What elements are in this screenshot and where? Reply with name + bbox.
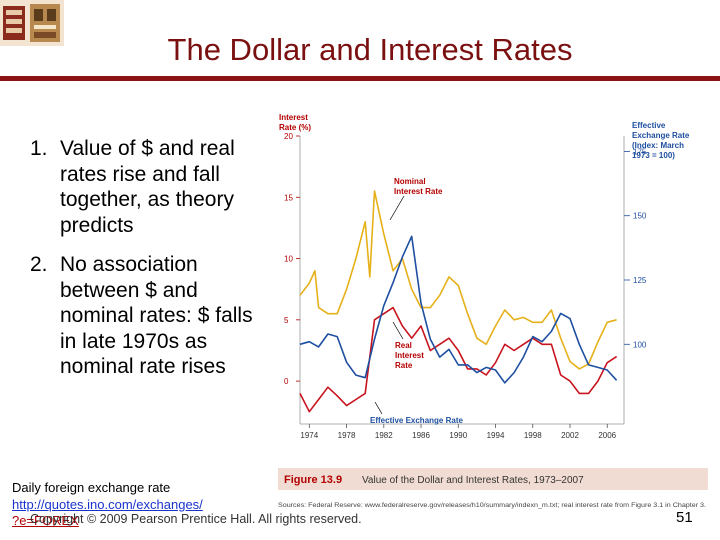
- right-axis-label: 1973 = 100): [632, 151, 675, 160]
- page-number: 51: [676, 509, 693, 526]
- x-tick-label: 1978: [338, 431, 356, 440]
- source-link[interactable]: http://quotes.ino.com/exchanges/: [12, 497, 203, 512]
- real-annotation: Rate: [395, 361, 413, 370]
- figure-label: Figure 13.9: [284, 474, 342, 486]
- item-number: 1.: [30, 137, 48, 160]
- x-tick-label: 2006: [598, 431, 616, 440]
- figure-sources: Sources: Federal Reserve: www.federalres…: [278, 502, 706, 509]
- publisher-logo: [0, 0, 64, 46]
- x-tick-label: 1986: [412, 431, 430, 440]
- list-item: 2. No association between $ and nominal …: [30, 252, 270, 380]
- item-number: 2.: [30, 253, 48, 276]
- x-tick-label: 1998: [524, 431, 542, 440]
- title-divider: [0, 76, 720, 81]
- effective-exchange-rate-line: [299, 235, 618, 384]
- left-axis-label: Interest: [279, 113, 308, 122]
- exchange-annotation: Effective Exchange Rate: [370, 416, 463, 425]
- copyright-notice: Copyright © 2009 Pearson Prentice Hall. …: [30, 512, 362, 526]
- slide-title: The Dollar and Interest Rates: [167, 32, 573, 67]
- chart-figure: Interest Rate (%) Effective Exchange Rat…: [272, 108, 712, 528]
- x-tick-label: 1990: [449, 431, 467, 440]
- right-tick-label: 150: [633, 212, 647, 221]
- real-annotation: Real: [395, 341, 412, 350]
- x-tick-label: 1982: [375, 431, 393, 440]
- list-item: 1. Value of $ and real rates rise and fa…: [30, 136, 270, 238]
- x-tick-label: 2002: [561, 431, 579, 440]
- right-tick-label: 125: [633, 276, 647, 285]
- x-tick-label: 1994: [487, 431, 505, 440]
- left-axis-label: Rate (%): [279, 123, 311, 132]
- real-pointer: [392, 321, 404, 340]
- source-text: Daily foreign exchange rate: [12, 480, 171, 495]
- right-axis-label: Exchange Rate: [632, 131, 690, 140]
- nominal-pointer: [389, 195, 405, 221]
- nominal-annotation: Nominal: [394, 177, 426, 186]
- figure-title: Value of the Dollar and Interest Rates, …: [362, 475, 584, 486]
- left-tick-label: 15: [284, 193, 293, 202]
- figure-caption-bar: [278, 468, 708, 490]
- nominal-annotation: Interest Rate: [394, 187, 443, 196]
- right-tick-label: 175: [633, 147, 647, 156]
- left-tick-label: 20: [284, 132, 293, 141]
- right-axis-label: (Index: March: [632, 141, 684, 150]
- real-annotation: Interest: [395, 351, 424, 360]
- nominal-interest-rate-line: [299, 190, 617, 370]
- item-text: Value of $ and real rates rise and fall …: [60, 137, 235, 237]
- exchange-pointer: [374, 401, 383, 415]
- x-tick-label: 1974: [300, 431, 318, 440]
- left-tick-label: 5: [284, 316, 289, 325]
- bullet-list: 1. Value of $ and real rates rise and fa…: [30, 136, 270, 394]
- left-tick-label: 10: [284, 255, 293, 264]
- chart: Interest Rate (%) Effective Exchange Rat…: [272, 108, 712, 528]
- real-interest-rate-line: [299, 306, 618, 413]
- left-tick-label: 0: [284, 377, 289, 386]
- right-axis-label: Effective: [632, 121, 666, 130]
- source-link-query[interactable]: ?e=FOREX: [12, 513, 79, 528]
- right-tick-label: 100: [633, 340, 647, 349]
- item-text: No association between $ and nominal rat…: [60, 253, 253, 378]
